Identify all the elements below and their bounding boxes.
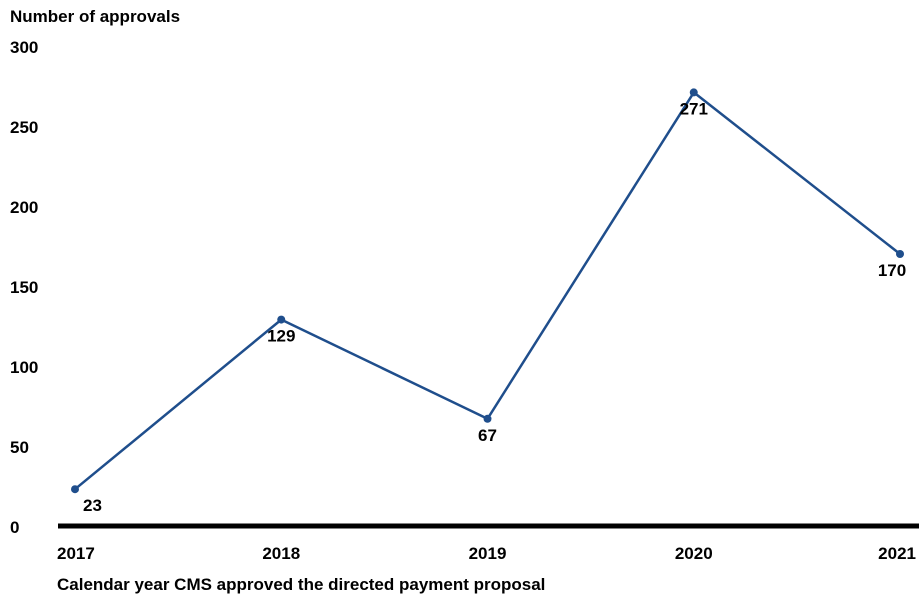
data-point — [689, 88, 698, 97]
x-tick-label: 2018 — [262, 544, 300, 563]
x-axis-ticks: 2017 2018 2019 2020 2021 — [57, 544, 916, 563]
data-label: 67 — [478, 426, 497, 445]
x-tick-label: 2020 — [675, 544, 713, 563]
x-tick-label: 2021 — [878, 544, 916, 563]
data-point — [483, 414, 492, 423]
data-label: 170 — [878, 261, 906, 280]
data-label: 129 — [267, 327, 295, 346]
y-tick-label: 50 — [10, 438, 29, 457]
y-tick-label: 300 — [10, 38, 38, 57]
data-point — [277, 315, 286, 324]
y-axis-title: Number of approvals — [10, 7, 180, 26]
data-label: 271 — [680, 99, 708, 118]
y-tick-label: 200 — [10, 198, 38, 217]
data-point — [71, 485, 79, 494]
x-tick-label: 2017 — [57, 544, 95, 563]
data-labels: 23 129 67 271 170 — [83, 99, 906, 515]
data-points — [71, 88, 904, 494]
y-axis-ticks: 0 50 100 150 200 250 300 — [10, 38, 38, 537]
data-point — [896, 250, 904, 258]
y-tick-label: 0 — [10, 518, 19, 537]
data-label: 23 — [83, 496, 102, 515]
x-axis-title: Calendar year CMS approved the directed … — [57, 575, 545, 594]
y-tick-label: 150 — [10, 278, 38, 297]
y-tick-label: 100 — [10, 358, 38, 377]
x-tick-label: 2019 — [469, 544, 507, 563]
y-tick-label: 250 — [10, 118, 38, 137]
